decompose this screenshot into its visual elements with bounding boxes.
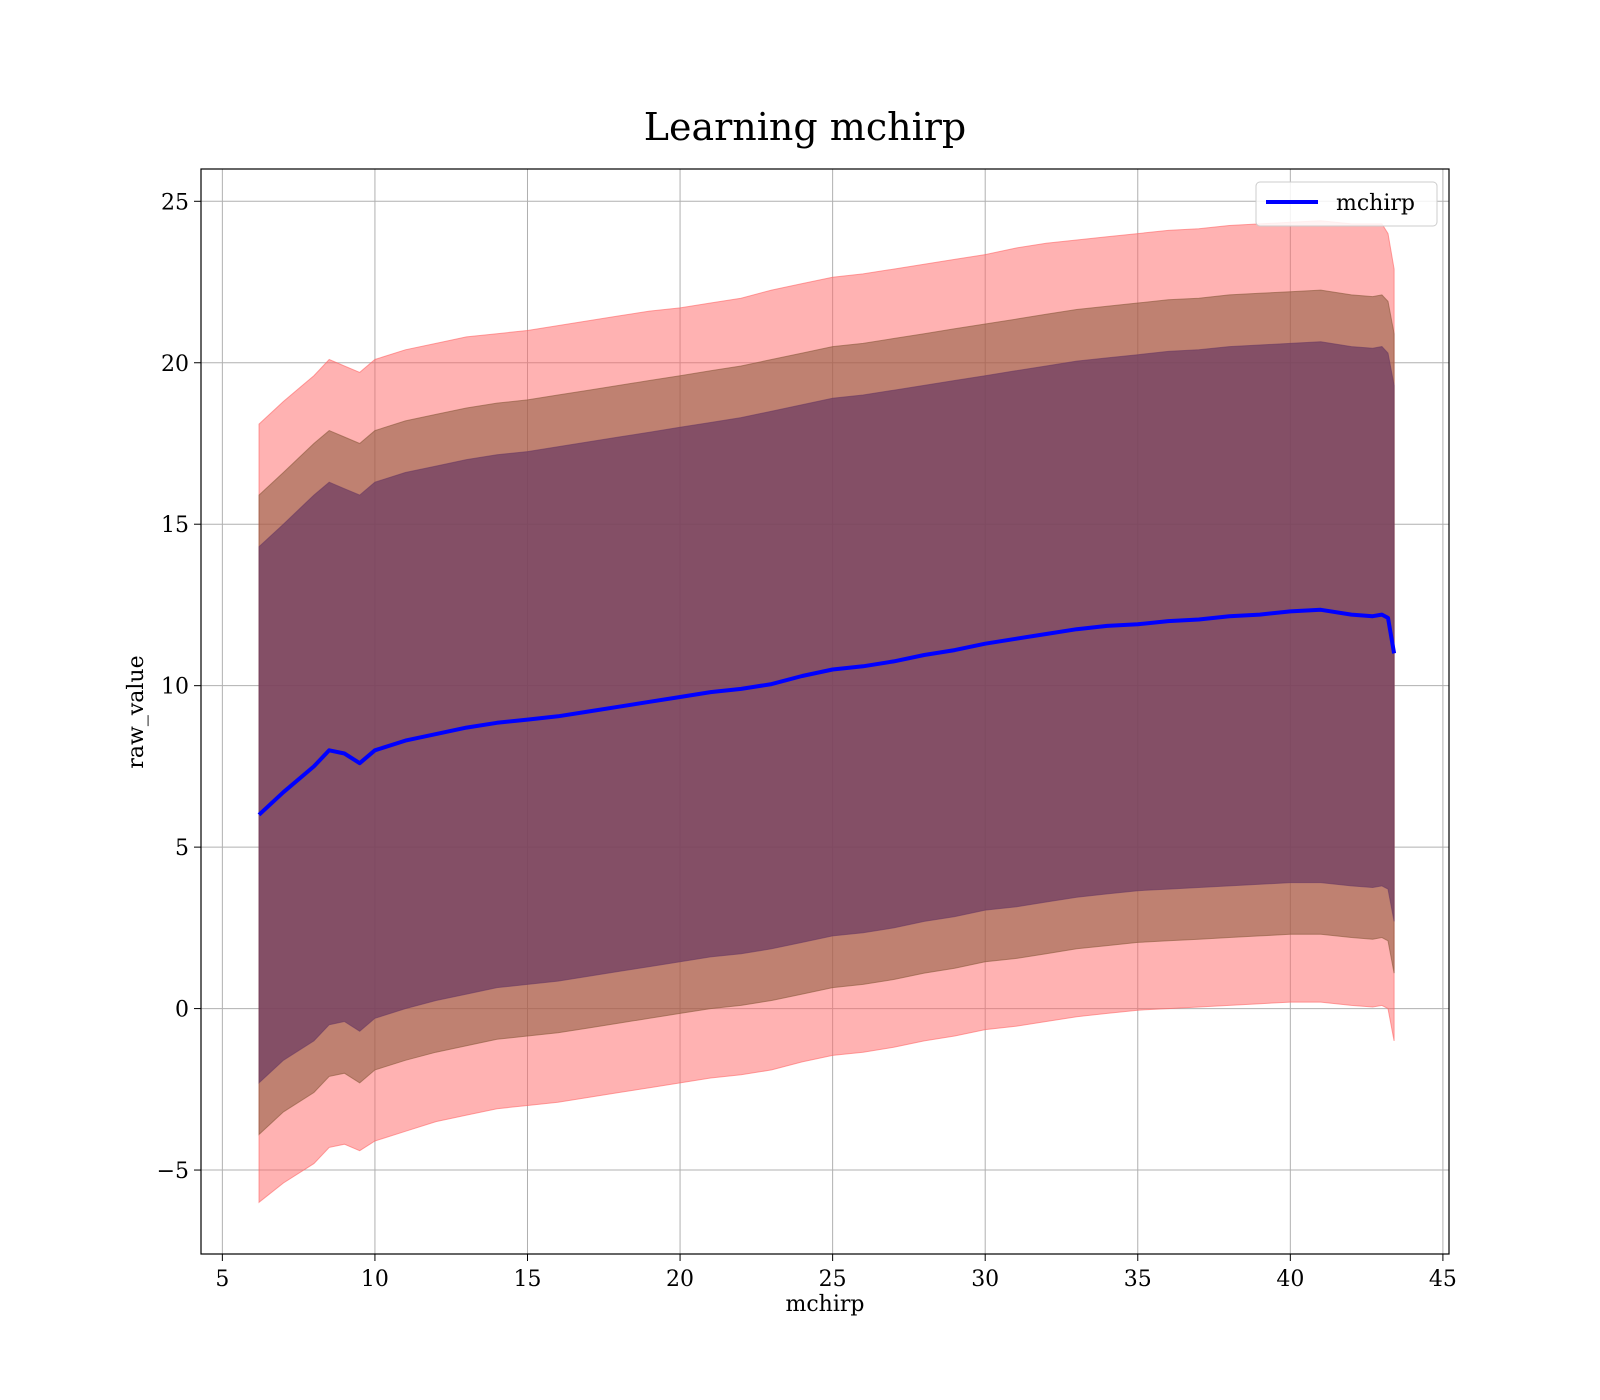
series-lines bbox=[257, 607, 1397, 817]
y-tick-label: 25 bbox=[161, 190, 189, 215]
x-tick-label: 40 bbox=[1276, 1267, 1304, 1292]
x-tick-label: 25 bbox=[819, 1267, 847, 1292]
y-axis-ticks: −5 0 5 10 15 20 25 bbox=[157, 190, 201, 1184]
band-area-3 bbox=[258, 341, 1395, 1085]
y-axis-title: raw_value bbox=[124, 655, 149, 768]
confidence-bands bbox=[258, 220, 1395, 1204]
y-tick-label: −5 bbox=[157, 1159, 189, 1184]
x-tick-label: 35 bbox=[1124, 1267, 1152, 1292]
y-tick-label: 5 bbox=[175, 836, 189, 861]
x-axis-ticks: 5 10 15 20 25 30 35 40 45 bbox=[215, 1254, 1457, 1292]
y-tick-label: 10 bbox=[161, 675, 189, 700]
x-tick-label: 30 bbox=[971, 1267, 999, 1292]
legend-label: mchirp bbox=[1336, 191, 1415, 216]
legend-box bbox=[1255, 181, 1438, 227]
y-tick-label: 15 bbox=[161, 513, 189, 538]
x-tick-label: 45 bbox=[1429, 1267, 1457, 1292]
x-tick-label: 10 bbox=[361, 1267, 389, 1292]
x-tick-label: 15 bbox=[513, 1267, 541, 1292]
series-line-1 bbox=[257, 607, 1397, 817]
chart-title: Learning mchirp bbox=[644, 105, 966, 149]
x-tick-label: 5 bbox=[215, 1267, 229, 1292]
x-axis-title: mchirp bbox=[786, 1292, 865, 1317]
plot-frame bbox=[200, 168, 1450, 1255]
x-tick-label: 20 bbox=[666, 1267, 694, 1292]
y-tick-label: 0 bbox=[175, 998, 189, 1023]
legend: mchirp bbox=[1255, 181, 1438, 227]
y-tick-label: 20 bbox=[161, 352, 189, 377]
